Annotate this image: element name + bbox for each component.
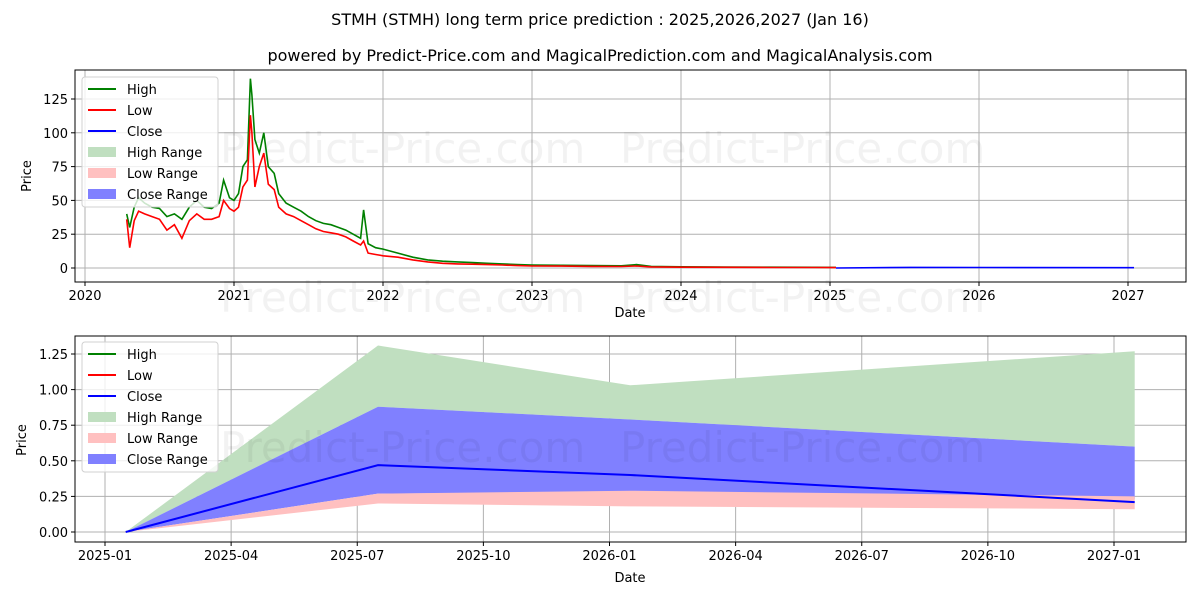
chart-subtitle: powered by Predict-Price.com and Magical…	[267, 46, 933, 65]
legend-area-swatch	[88, 412, 116, 422]
legend-area-swatch	[88, 189, 116, 199]
legend-close: Close	[88, 125, 162, 140]
legend-high-range: High Range	[88, 146, 202, 161]
legend-close: Close	[88, 390, 162, 405]
legend-label: High	[127, 83, 157, 98]
x-tick-label: 2024	[664, 289, 697, 304]
y-tick-label: 0.75	[39, 419, 68, 434]
y-tick-label: 50	[51, 194, 68, 209]
legend-high-range: High Range	[88, 411, 202, 426]
legend-low-range: Low Range	[88, 432, 198, 447]
y-tick-label: 100	[43, 127, 68, 142]
legend-high: High	[88, 348, 157, 363]
plot2-frame	[74, 335, 1187, 543]
y-tick-label: 1.25	[39, 348, 68, 363]
historical-price-plot: Predict-Price.com Predict-Price.com Predic…	[20, 69, 1187, 322]
low-range-area	[125, 490, 1135, 532]
x-tick-label: 2023	[515, 289, 548, 304]
legend-label: High Range	[127, 146, 202, 161]
legend-close-range: Close Range	[88, 188, 208, 203]
plot1-y-label: Price	[20, 160, 35, 192]
watermark-text: Predict-Price.com	[220, 124, 585, 173]
plot1-frame	[74, 69, 1187, 283]
legend-label: Close	[127, 390, 162, 405]
x-tick-label: 2025-01	[78, 549, 132, 564]
low-line	[125, 115, 837, 269]
legend-low-range: Low Range	[88, 167, 198, 182]
x-tick-label: 2025-07	[330, 549, 384, 564]
plot2-series	[125, 464, 1135, 533]
watermark-text: Predict-Price.com	[620, 423, 985, 472]
legend-area-swatch	[88, 433, 116, 443]
x-tick-label: 2025	[813, 289, 846, 304]
plot1-series	[125, 78, 1135, 269]
x-tick-label: 2026	[962, 289, 995, 304]
x-tick-label: 2026-10	[961, 549, 1015, 564]
plot2-x-axis: 2025-01 2025-04 2025-07 2025-10 2026-01 2026-…	[78, 542, 1141, 564]
plot2-legend: High Low Close High Range Low Range Close Ran…	[81, 341, 219, 473]
x-tick-label: 2020	[68, 289, 101, 304]
x-tick-label: 2021	[217, 289, 250, 304]
x-tick-label: 2027-01	[1087, 549, 1141, 564]
legend-label: Low	[127, 369, 153, 384]
watermark-text: Predict-Price.com	[620, 124, 985, 173]
y-tick-label: 0.00	[39, 526, 68, 541]
y-tick-label: 25	[51, 228, 68, 243]
close-range-area	[125, 406, 1135, 532]
y-tick-label: 75	[51, 161, 68, 176]
forecast-plot: Predict-Price.com Predict-Price.com 0.000…	[15, 335, 1187, 586]
legend-label: High	[127, 348, 157, 363]
legend-label: Close Range	[127, 188, 208, 203]
watermark-text: Predict-Price.com	[220, 423, 585, 472]
watermark-text: Predict-Price.com	[620, 273, 985, 322]
legend-close-range: Close Range	[88, 453, 208, 468]
plot2-watermark: Predict-Price.com Predict-Price.com	[220, 423, 985, 472]
legend-label: Close	[127, 125, 162, 140]
legend-area-swatch	[88, 147, 116, 157]
plot2-y-label: Price	[15, 424, 30, 456]
chart-title: STMH (STMH) long term price prediction :…	[331, 10, 869, 29]
legend-label: High Range	[127, 411, 202, 426]
legend-area-swatch	[88, 454, 116, 464]
plot1-grid	[75, 70, 1186, 282]
watermark-text: Predict-Price.com	[220, 273, 585, 322]
y-tick-label: 0.50	[39, 455, 68, 470]
legend-label: Low	[127, 104, 153, 119]
plot1-x-label: Date	[614, 306, 645, 321]
legend-high: High	[88, 83, 157, 98]
plot2-y-axis: 0.00 0.25 0.50 0.75 1.00 1.25	[39, 348, 75, 541]
close-line	[125, 464, 1135, 533]
y-tick-label: 0.25	[39, 490, 68, 505]
y-tick-label: 1.00	[39, 384, 68, 399]
legend-area-swatch	[88, 168, 116, 178]
high-range-area	[125, 345, 1135, 532]
x-tick-label: 2027	[1111, 289, 1144, 304]
close-forecast-line	[835, 266, 1135, 269]
legend-low: Low	[88, 104, 153, 119]
legend-low: Low	[88, 369, 153, 384]
plot2-x-label: Date	[614, 571, 645, 586]
x-tick-label: 2026-04	[708, 549, 762, 564]
x-tick-label: 2025-04	[204, 549, 258, 564]
high-line	[125, 78, 837, 269]
y-tick-label: 0	[60, 262, 68, 277]
plot1-legend: High Low Close High Range Low Range Close Ran…	[81, 76, 219, 208]
legend-label: Low Range	[127, 432, 198, 447]
x-tick-label: 2026-01	[582, 549, 636, 564]
x-tick-label: 2026-07	[835, 549, 889, 564]
x-tick-label: 2025-10	[456, 549, 510, 564]
legend-label: Low Range	[127, 167, 198, 182]
plot2-ranges	[125, 345, 1135, 532]
x-tick-label: 2022	[366, 289, 399, 304]
legend-label: Close Range	[127, 453, 208, 468]
plot1-y-axis: 0 25 50 75 100 125	[43, 93, 75, 277]
y-tick-label: 125	[43, 93, 68, 108]
plot1-watermark: Predict-Price.com Predict-Price.com Predic…	[220, 124, 985, 322]
plot1-x-axis: 2020 2021 2022 2023 2024 2025 2026 2027	[68, 282, 1145, 304]
